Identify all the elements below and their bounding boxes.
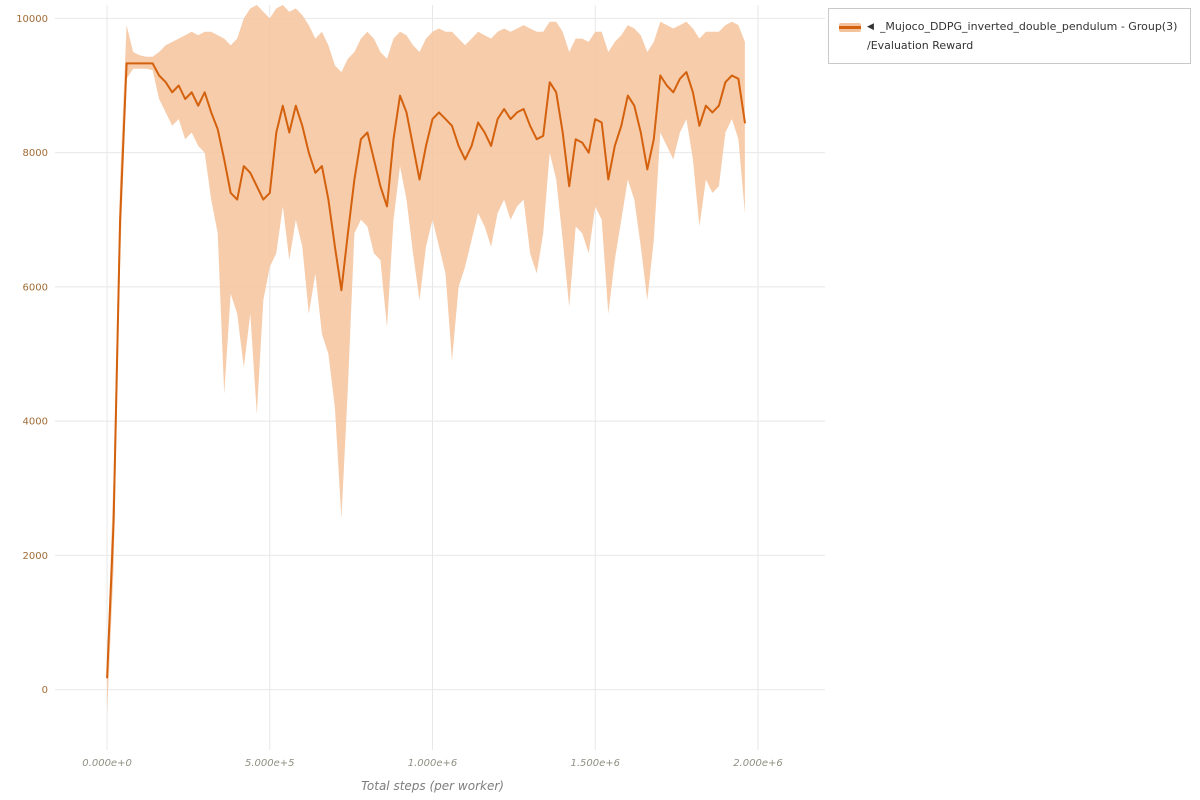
legend[interactable]: ◀ _Mujoco_DDPG_inverted_double_pendulum …: [828, 8, 1191, 65]
x-tick-label: 5.000e+5: [245, 758, 295, 769]
y-tick-label: 8000: [23, 148, 48, 159]
collapse-triangle-icon[interactable]: ◀: [867, 21, 874, 32]
series-color-swatch-line: [839, 25, 861, 29]
x-tick-label: 0.000e+0: [82, 758, 132, 769]
x-tick-label: 2.000e+6: [733, 758, 783, 769]
y-tick-label: 10000: [16, 14, 48, 25]
y-tick-label: 0: [42, 685, 48, 696]
x-tick-label: 1.000e+6: [408, 758, 458, 769]
y-tick-label: 2000: [23, 551, 48, 562]
confidence-band: [107, 5, 745, 714]
series-color-swatch: [839, 22, 861, 32]
mean-line: [106, 62, 746, 679]
y-tick-label: 6000: [23, 282, 48, 293]
legend-entry[interactable]: ◀ _Mujoco_DDPG_inverted_double_pendulum …: [839, 18, 1180, 37]
y-tick-label: 4000: [23, 417, 48, 428]
x-tick-label: 1.500e+6: [570, 758, 620, 769]
x-axis-title: Total steps (per worker): [361, 779, 504, 793]
metric-label: /Evaluation Reward: [867, 38, 974, 52]
series-label: _Mujoco_DDPG_inverted_double_pendulum - …: [879, 20, 1178, 33]
